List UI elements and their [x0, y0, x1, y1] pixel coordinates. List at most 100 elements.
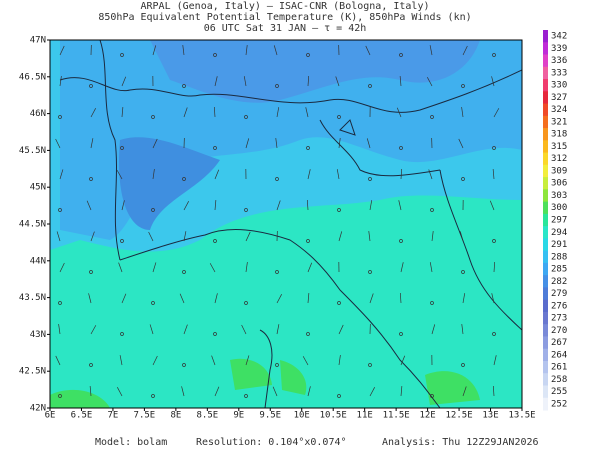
- colorbar-label: 324: [551, 105, 567, 115]
- lon-label: 10.5E: [320, 411, 347, 421]
- colorbar-swatch: [543, 128, 548, 141]
- calm-marker: [368, 363, 372, 367]
- colorbar-swatch: [543, 287, 548, 301]
- colorbar-swatch: [543, 324, 548, 337]
- colorbar-label: 342: [551, 32, 567, 42]
- wind-barb: [276, 107, 280, 118]
- wind-barb: [276, 294, 283, 304]
- colorbar-swatch: [543, 336, 548, 350]
- calm-marker: [306, 332, 310, 336]
- calm-marker: [337, 301, 341, 305]
- colorbar-swatch: [543, 373, 548, 386]
- calm-marker: [275, 177, 279, 181]
- calm-marker: [58, 208, 62, 212]
- wind-barb: [152, 355, 158, 366]
- wind-barb: [400, 355, 406, 366]
- wind-barb: [338, 324, 344, 335]
- colorbar-swatch: [543, 275, 548, 288]
- colorbar-swatch: [543, 91, 548, 105]
- calm-marker: [213, 146, 217, 150]
- calm-marker: [430, 394, 434, 398]
- wind-barb: [400, 386, 403, 397]
- calm-marker: [182, 177, 186, 181]
- colorbar-swatch: [543, 177, 548, 190]
- wind-barb: [116, 387, 123, 397]
- calm-marker: [461, 270, 465, 274]
- wind-barb: [90, 108, 97, 118]
- wind-barb: [245, 355, 250, 366]
- calm-marker: [244, 301, 248, 305]
- lon-label: 8E: [170, 411, 181, 421]
- wind-barb: [121, 107, 124, 118]
- wind-barb: [152, 262, 157, 273]
- wind-barb: [302, 356, 309, 366]
- wind-barb: [245, 138, 250, 149]
- lat-label: 42.5N: [19, 367, 46, 377]
- colorbar-swatch: [543, 189, 548, 203]
- calm-marker: [120, 332, 124, 336]
- wind-barb: [213, 106, 216, 118]
- calm-marker: [492, 239, 496, 243]
- wind-barb: [152, 45, 157, 56]
- wind-barb: [59, 169, 64, 180]
- wind-barb: [431, 231, 434, 242]
- calm-marker: [182, 84, 186, 88]
- wind-barb: [492, 169, 495, 180]
- colorbar-label: 309: [551, 166, 567, 176]
- colorbar-label: 291: [551, 240, 567, 250]
- calm-marker: [213, 53, 217, 57]
- colorbar-label: 303: [551, 191, 567, 201]
- colorbar-swatch: [543, 42, 548, 56]
- calm-marker: [368, 177, 372, 181]
- wind-barb: [149, 324, 154, 335]
- colorbar-label: 318: [551, 130, 567, 140]
- colorbar-swatch: [543, 360, 548, 374]
- wind-barb: [58, 324, 61, 335]
- lon-label: 11.5E: [383, 411, 410, 421]
- wind-barb: [429, 45, 433, 56]
- wind-barb: [399, 76, 402, 87]
- wind-barb: [276, 200, 281, 211]
- calm-marker: [399, 239, 403, 243]
- colorbar-label: 327: [551, 93, 567, 103]
- colorbar-label: 261: [551, 363, 567, 373]
- wind-barb: [338, 355, 341, 366]
- wind-barb: [211, 355, 216, 366]
- colorbar-swatch: [543, 152, 548, 166]
- calm-marker: [430, 115, 434, 119]
- lon-label: 13E: [482, 411, 498, 421]
- wind-barb: [121, 76, 127, 87]
- wind-barb: [400, 262, 404, 273]
- lat-label: 43.5N: [19, 293, 46, 303]
- colorbar-label: 306: [551, 179, 567, 189]
- lat-label: 46.5N: [19, 72, 46, 82]
- wind-barb: [183, 324, 188, 335]
- wind-barb: [489, 200, 495, 211]
- colorbar-label: 258: [551, 375, 567, 385]
- wind-barb: [152, 169, 155, 180]
- colorbar-label: 288: [551, 252, 567, 262]
- calm-marker: [58, 301, 62, 305]
- footer-model: Model: bolam: [95, 437, 167, 448]
- wind-barb: [183, 107, 188, 118]
- wind-barb: [426, 77, 433, 87]
- colorbar-label: 297: [551, 216, 567, 226]
- wind-barb: [55, 355, 61, 366]
- lat-label: 43N: [30, 330, 46, 340]
- colorbar-label: 312: [551, 154, 567, 164]
- colorbar-swatch: [543, 397, 548, 411]
- wind-barb: [214, 293, 218, 304]
- wind-barb: [399, 292, 402, 304]
- colorbar-swatch: [543, 30, 548, 43]
- footer-resolution: Resolution: 0.104°x0.074°: [196, 437, 347, 448]
- lat-label: 42N: [30, 404, 46, 414]
- colorbar-label: 330: [551, 81, 567, 91]
- colorbar-swatch: [543, 262, 548, 276]
- wind-barb: [88, 293, 92, 304]
- colorbar-swatch: [543, 140, 548, 154]
- wind-barb: [245, 262, 248, 273]
- wind-barb: [59, 45, 65, 56]
- wind-barb: [183, 231, 187, 242]
- calm-marker: [213, 332, 217, 336]
